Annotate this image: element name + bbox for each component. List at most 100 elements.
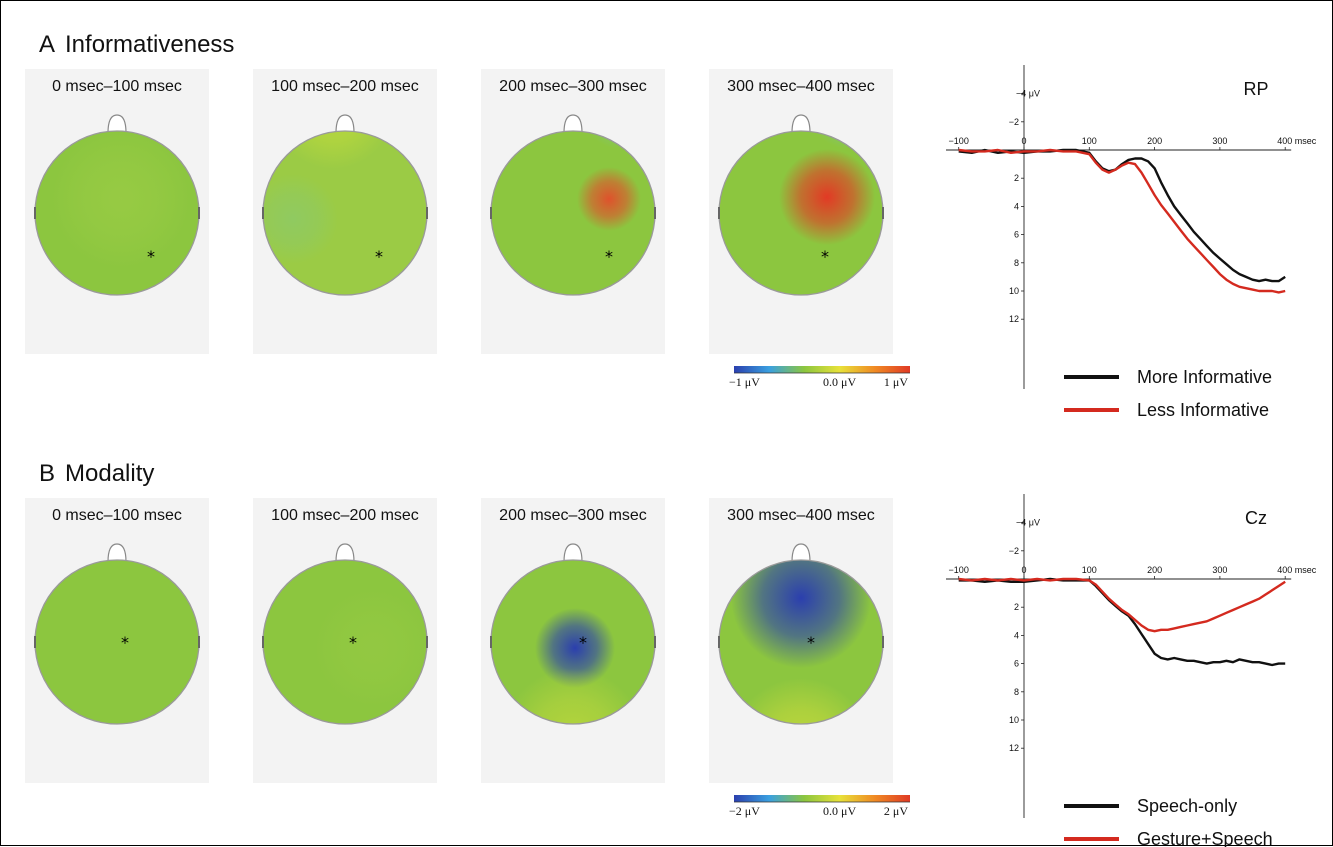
colorbar-mid-label: 0.0 μV <box>823 375 856 389</box>
nose-outline <box>107 543 127 563</box>
x-tick-label: 300 <box>1212 136 1227 146</box>
scalp-map-3: 200 msec–300 msec * <box>481 69 665 354</box>
colorbar: −1 μV 0.0 μV 1 μV <box>729 366 910 389</box>
x-tick-label: 100 <box>1082 136 1097 146</box>
erp-series-line-2 <box>958 577 1286 633</box>
x-tick-label: 300 <box>1212 565 1227 575</box>
x-tick-label: 0 <box>1021 136 1026 146</box>
scalp-activity <box>313 588 427 708</box>
electrode-star-icon: * <box>807 633 815 652</box>
nose-outline <box>791 543 811 563</box>
electrode-star-icon: * <box>605 247 613 266</box>
y-tick-label: 10 <box>1009 286 1019 296</box>
y-tick-label: −2 <box>1009 117 1019 127</box>
erp-series-line-1 <box>958 148 1286 283</box>
x-tick-label: −100 <box>949 136 969 146</box>
legend-label: Gesture+Speech <box>1137 829 1273 847</box>
scalp-activity <box>779 131 883 245</box>
y-tick-label: 12 <box>1009 743 1019 753</box>
nose-outline <box>563 543 583 563</box>
electrode-star-icon: * <box>349 633 357 652</box>
nose-outline <box>563 114 583 134</box>
activity-spot <box>731 678 871 724</box>
erp-series-line-1 <box>958 577 1286 667</box>
x-tick-label: 0 <box>1021 565 1026 575</box>
time-window-label: 300 msec–400 msec <box>727 78 875 95</box>
panel-modality: B Modality 0 msec–100 msec*100 msec–200 m… <box>25 460 1317 847</box>
colorbar-gradient <box>734 366 910 373</box>
scalp-map-1: 0 msec–100 msec * <box>25 69 209 354</box>
colorbar-min-label: −2 μV <box>729 804 760 818</box>
time-window-label: 200 msec–300 msec <box>499 507 647 524</box>
panel-informativeness: A Informativeness 0 msec–100 msec*100 mse… <box>25 31 1317 420</box>
activity-spot <box>51 131 191 269</box>
time-window-label: 100 msec–200 msec <box>271 507 419 524</box>
x-tick-label: 400 msec <box>1277 136 1317 146</box>
colorbar-max-label: 1 μV <box>884 375 908 389</box>
x-tick-label: −100 <box>949 565 969 575</box>
electrode-star-icon: * <box>579 633 587 652</box>
activity-spot <box>313 588 427 708</box>
x-tick-label: 400 msec <box>1277 565 1317 575</box>
scalp-map-4: 300 msec–400 msec * <box>709 498 893 783</box>
activity-spot <box>263 174 338 264</box>
nose-outline <box>107 114 127 134</box>
colorbar-gradient <box>734 795 910 802</box>
y-tick-label: 4 <box>1014 630 1019 640</box>
scalp-map-1: 0 msec–100 msec * <box>25 498 209 783</box>
y-tick-label: 6 <box>1014 230 1019 240</box>
y-tick-label: 8 <box>1014 258 1019 268</box>
electrode-star-icon: * <box>121 633 129 652</box>
colorbar-mid-label: 0.0 μV <box>823 804 856 818</box>
x-tick-label: 100 <box>1082 565 1097 575</box>
activity-spot <box>503 668 643 724</box>
erp-series-line-2 <box>958 148 1286 294</box>
x-tick-label: 200 <box>1147 565 1162 575</box>
nose-outline <box>791 114 811 134</box>
colorbar-max-label: 2 μV <box>884 804 908 818</box>
scalp-map-4: 300 msec–400 msec * <box>709 69 893 354</box>
y-tick-label: −2 <box>1009 546 1019 556</box>
colorbar-min-label: −1 μV <box>729 375 760 389</box>
erp-chart: −4 μV −2 2 4 6 8 10 12 −100 0 100 200 300 400 msec RP M… <box>946 65 1317 420</box>
scalp-activity <box>503 608 643 724</box>
electrode-name: Cz <box>1245 508 1267 528</box>
legend-label: Speech-only <box>1137 796 1237 816</box>
time-window-label: 300 msec–400 msec <box>727 507 875 524</box>
scalp-base <box>35 560 199 724</box>
y-tick-label: 8 <box>1014 687 1019 697</box>
scalp-map-2: 100 msec–200 msec * <box>253 69 437 354</box>
scalp-activity <box>577 131 655 231</box>
time-window-label: 200 msec–300 msec <box>499 78 647 95</box>
scalp-map-2: 100 msec–200 msec * <box>253 498 437 783</box>
scalp-activity <box>51 131 191 269</box>
colorbar: −2 μV 0.0 μV 2 μV <box>729 795 910 818</box>
x-tick-label: 200 <box>1147 136 1162 146</box>
electrode-star-icon: * <box>375 247 383 266</box>
y-tick-label: 6 <box>1014 659 1019 669</box>
electrode-star-icon: * <box>821 247 829 266</box>
time-window-label: 0 msec–100 msec <box>52 78 182 95</box>
activity-spot <box>535 608 615 688</box>
electrode-star-icon: * <box>147 247 155 266</box>
erp-chart: −4 μV −2 2 4 6 8 10 12 −100 0 100 200 300 400 msec Cz S… <box>946 494 1317 847</box>
time-window-label: 100 msec–200 msec <box>271 78 419 95</box>
y-tick-label: 4 <box>1014 201 1019 211</box>
legend-label: More Informative <box>1137 367 1272 387</box>
nose-outline <box>335 543 355 563</box>
y-tick-label: 12 <box>1009 314 1019 324</box>
y-tick-label: 10 <box>1009 715 1019 725</box>
scalp-map-3: 200 msec–300 msec * <box>481 498 665 783</box>
activity-spot <box>577 167 641 231</box>
y-tick-label: 2 <box>1014 173 1019 183</box>
y-tick-label: −4 μV <box>1016 89 1040 99</box>
y-tick-label: 2 <box>1014 602 1019 612</box>
panel-b-title: B Modality <box>39 460 154 487</box>
time-window-label: 0 msec–100 msec <box>52 507 182 524</box>
electrode-name: RP <box>1243 79 1268 99</box>
nose-outline <box>335 114 355 134</box>
panel-a-title: A Informativeness <box>39 31 234 58</box>
y-tick-label: −4 μV <box>1016 518 1040 528</box>
